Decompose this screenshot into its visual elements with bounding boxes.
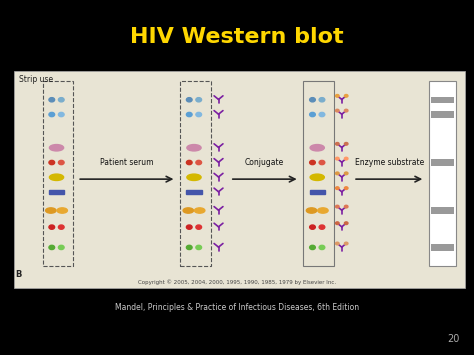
Circle shape	[196, 225, 201, 229]
Ellipse shape	[318, 208, 328, 213]
Text: Copyright © 2005, 2004, 2000, 1995, 1990, 1985, 1979 by Elsevier Inc.: Copyright © 2005, 2004, 2000, 1995, 1990…	[138, 279, 336, 285]
Bar	[180, 81, 211, 266]
Ellipse shape	[306, 208, 317, 213]
Circle shape	[310, 245, 315, 250]
Bar	[49, 190, 64, 194]
Circle shape	[319, 245, 325, 250]
Circle shape	[186, 225, 192, 229]
Circle shape	[345, 109, 348, 112]
Circle shape	[319, 160, 325, 165]
Circle shape	[58, 245, 64, 250]
Bar	[14, 71, 465, 288]
Circle shape	[336, 94, 339, 97]
Circle shape	[49, 113, 55, 117]
Ellipse shape	[310, 174, 324, 180]
Bar	[431, 244, 454, 251]
Circle shape	[49, 225, 55, 229]
Circle shape	[336, 157, 339, 160]
Circle shape	[345, 172, 348, 175]
Circle shape	[49, 160, 55, 165]
Text: HIV Western blot: HIV Western blot	[130, 27, 344, 47]
Circle shape	[196, 113, 201, 117]
Text: B: B	[16, 270, 22, 279]
Circle shape	[58, 225, 64, 229]
Bar	[303, 81, 334, 266]
Circle shape	[345, 187, 348, 190]
Circle shape	[49, 98, 55, 102]
Circle shape	[186, 160, 192, 165]
Circle shape	[319, 225, 325, 229]
Circle shape	[345, 94, 348, 97]
Bar	[431, 97, 454, 103]
Circle shape	[186, 245, 192, 250]
Circle shape	[186, 98, 192, 102]
Ellipse shape	[49, 174, 64, 180]
Circle shape	[310, 113, 315, 117]
Bar	[431, 111, 454, 118]
Ellipse shape	[46, 208, 56, 213]
Text: Patient serum: Patient serum	[100, 158, 154, 167]
Circle shape	[319, 113, 325, 117]
Ellipse shape	[57, 208, 67, 213]
Bar	[43, 81, 73, 266]
Circle shape	[336, 109, 339, 112]
Ellipse shape	[310, 144, 324, 151]
Circle shape	[319, 98, 325, 102]
Circle shape	[336, 222, 339, 224]
Bar	[431, 207, 454, 214]
Circle shape	[345, 157, 348, 160]
Circle shape	[186, 113, 192, 117]
Ellipse shape	[194, 208, 205, 213]
Text: Mandel, Principles & Practice of Infectious Diseases, 6th Edition: Mandel, Principles & Practice of Infecti…	[115, 302, 359, 312]
Circle shape	[336, 172, 339, 175]
Ellipse shape	[187, 174, 201, 180]
Circle shape	[196, 245, 201, 250]
Circle shape	[336, 142, 339, 145]
Bar	[429, 81, 456, 266]
Circle shape	[345, 142, 348, 145]
Bar	[431, 159, 454, 166]
Circle shape	[336, 205, 339, 208]
Circle shape	[310, 225, 315, 229]
Ellipse shape	[187, 144, 201, 151]
Circle shape	[58, 98, 64, 102]
Text: Strip use: Strip use	[19, 75, 53, 84]
Ellipse shape	[49, 144, 64, 151]
Circle shape	[336, 242, 339, 245]
Circle shape	[58, 160, 64, 165]
Circle shape	[345, 205, 348, 208]
Circle shape	[310, 98, 315, 102]
Circle shape	[196, 160, 201, 165]
Text: 20: 20	[447, 334, 460, 344]
Circle shape	[336, 187, 339, 190]
Circle shape	[310, 160, 315, 165]
Bar	[310, 190, 325, 194]
Text: Conjugate: Conjugate	[245, 158, 284, 167]
Text: Enzyme substrate: Enzyme substrate	[355, 158, 424, 167]
Circle shape	[345, 222, 348, 224]
Circle shape	[58, 113, 64, 117]
Circle shape	[196, 98, 201, 102]
Circle shape	[345, 242, 348, 245]
Ellipse shape	[183, 208, 193, 213]
Circle shape	[49, 245, 55, 250]
Bar	[186, 190, 201, 194]
